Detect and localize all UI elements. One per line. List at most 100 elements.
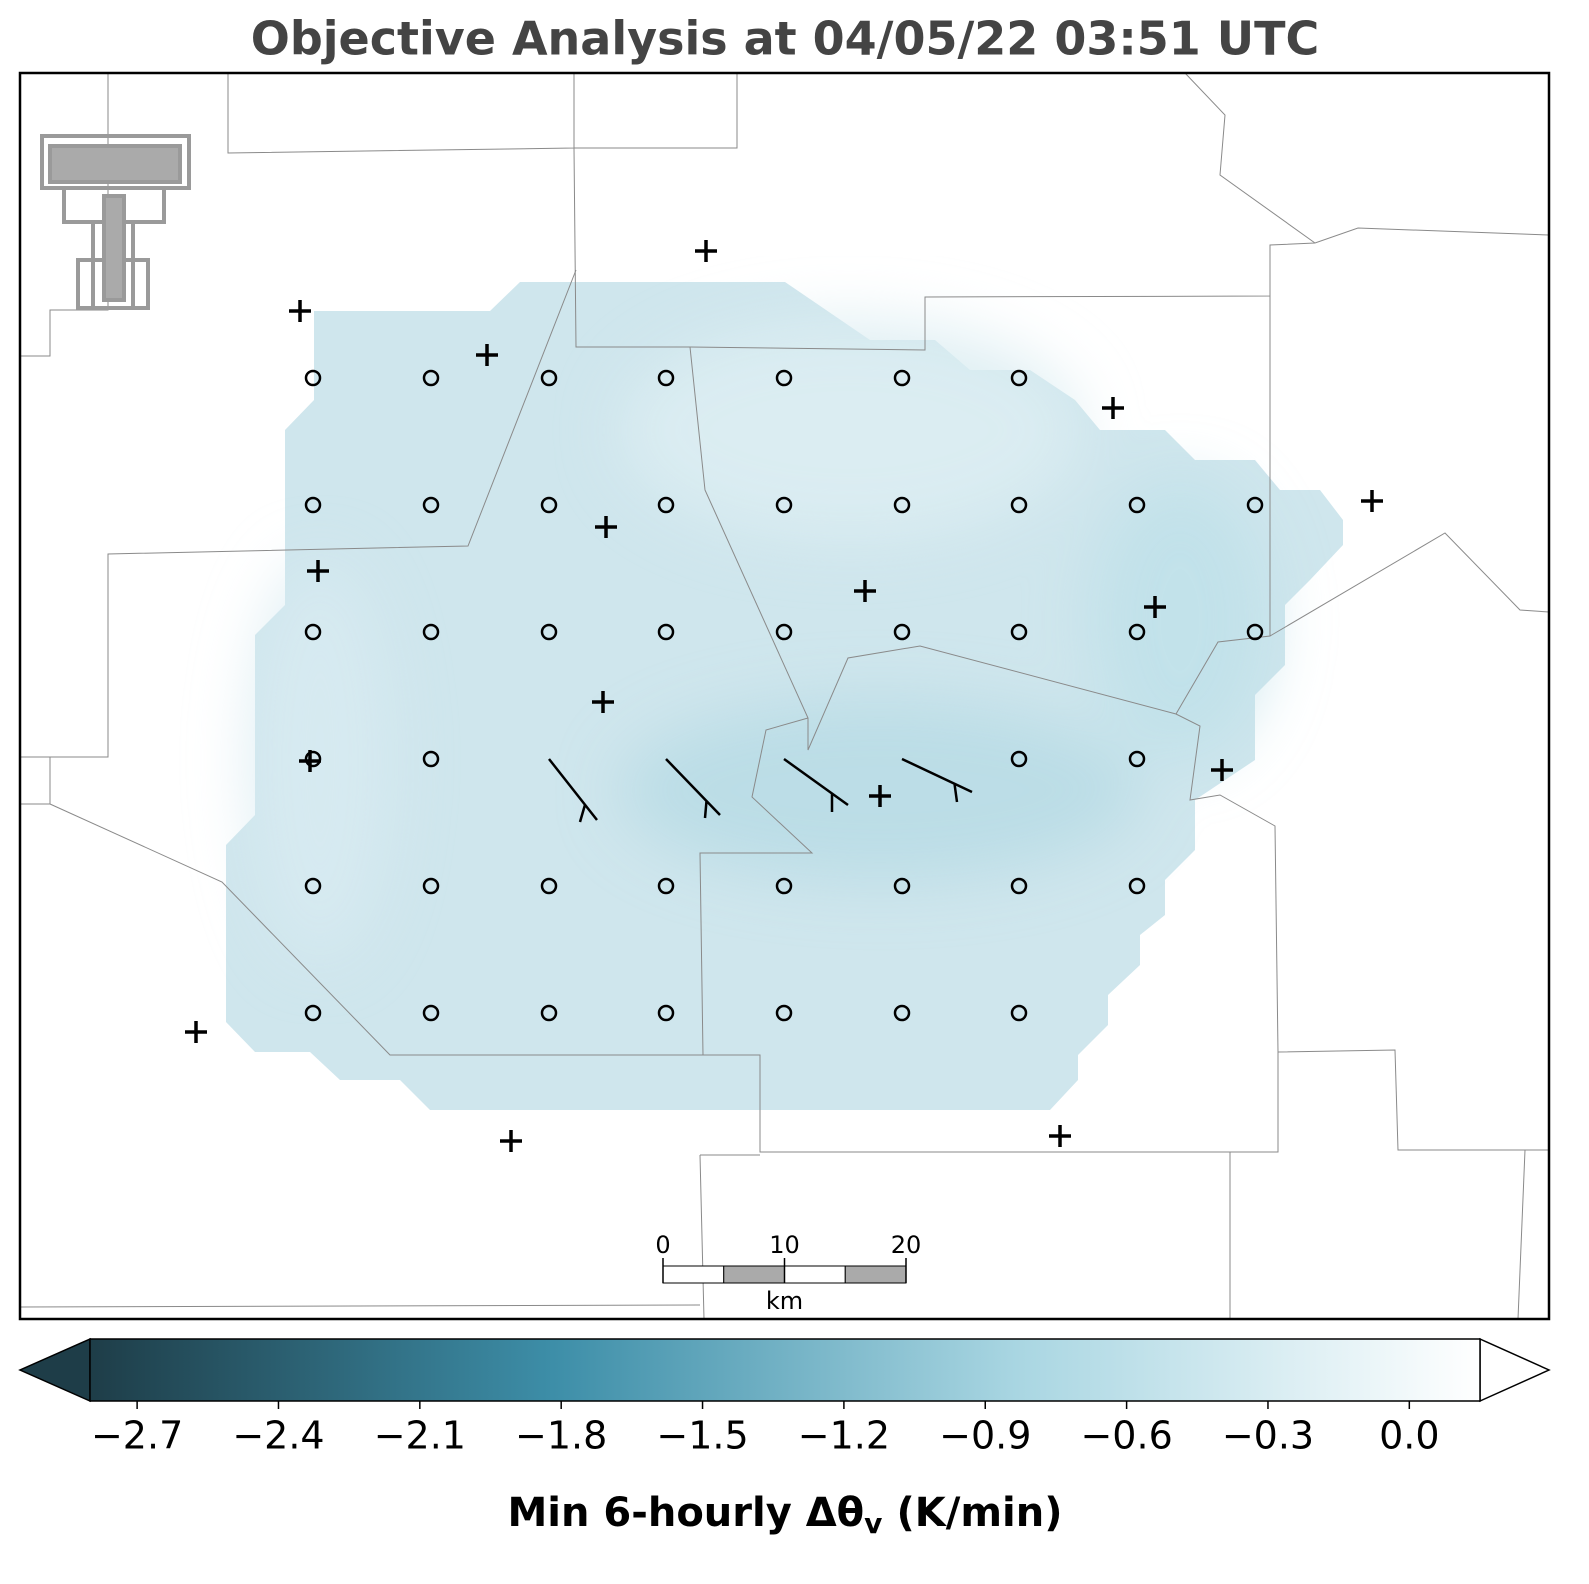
grid-point — [775, 1004, 793, 1022]
grid-point — [775, 623, 793, 641]
grid-point — [1010, 877, 1028, 895]
grid-point — [657, 623, 675, 641]
station — [869, 785, 891, 807]
colorbar-label-subscript: v — [864, 1507, 882, 1540]
grid-point — [657, 496, 675, 514]
grid-point — [422, 1004, 440, 1022]
colorbar-tick-label: −0.9 — [939, 1414, 1031, 1458]
station — [592, 691, 614, 713]
colorbar-tick-label: −2.7 — [91, 1414, 183, 1458]
grid-point — [1128, 623, 1146, 641]
station — [500, 1130, 522, 1152]
grid-point — [775, 369, 793, 387]
station — [854, 580, 876, 602]
grid-point — [1246, 496, 1264, 514]
grid-point — [422, 496, 440, 514]
grid-point — [304, 877, 322, 895]
station — [476, 344, 498, 366]
grid-point — [893, 369, 911, 387]
grid-point — [422, 623, 440, 641]
station — [1144, 596, 1166, 618]
station — [299, 750, 321, 772]
scale-segment — [784, 1265, 846, 1284]
county-lines — [20, 73, 1549, 1319]
colorbar-label-main: Min 6-hourly Δθ — [508, 1490, 865, 1536]
grid-point — [540, 369, 558, 387]
colorbar-extend-low — [18, 1337, 91, 1403]
colorbar-tick-label: −1.8 — [515, 1414, 607, 1458]
grid-point — [304, 496, 322, 514]
field-shading — [250, 320, 1270, 960]
grid-point — [775, 877, 793, 895]
station — [595, 516, 617, 538]
grid-point — [1246, 623, 1264, 641]
scale-segment — [844, 1265, 907, 1284]
grid-point — [304, 1004, 322, 1022]
grid-point — [1128, 750, 1146, 768]
wind-barb — [665, 758, 721, 819]
station — [1211, 759, 1233, 781]
station — [1361, 490, 1383, 512]
colorbar-tick-label: −1.5 — [656, 1414, 748, 1458]
grid-point — [657, 369, 675, 387]
colorbar-label-unit: (K/min) — [896, 1490, 1062, 1536]
station — [1102, 397, 1124, 419]
grid-point — [893, 877, 911, 895]
grid-point — [1128, 877, 1146, 895]
station — [1049, 1125, 1071, 1147]
wind-barb — [548, 758, 598, 823]
grid-point — [893, 1004, 911, 1022]
colorbar-tick-label: −2.4 — [232, 1414, 324, 1458]
grid-point — [540, 877, 558, 895]
map-area — [20, 73, 1549, 1319]
grid-point — [1128, 496, 1146, 514]
grid-point — [893, 496, 911, 514]
colorbar-tick-label: −1.2 — [798, 1414, 890, 1458]
colorbar-label: Min 6-hourly Δθv (K/min) — [508, 1490, 1063, 1540]
station-markers — [185, 240, 1383, 1152]
station — [695, 240, 717, 262]
colorbar: −2.7 −2.4 −2.1 −1.8 −1.5 −1.2 −0.9 −0.6 −0.3 0.0 — [18, 1337, 1551, 1458]
scale-segment — [662, 1265, 725, 1284]
grid-point — [893, 623, 911, 641]
scale-tick-label: 10 — [769, 1231, 800, 1259]
colorbar-tick-label: −0.6 — [1080, 1414, 1172, 1458]
grid-point — [540, 623, 558, 641]
grid-point — [1010, 1004, 1028, 1022]
scale-tick-label: 20 — [891, 1231, 922, 1259]
station — [307, 560, 329, 582]
grid-point — [775, 496, 793, 514]
grid-point — [1010, 496, 1028, 514]
station — [185, 1021, 207, 1043]
grid-point — [422, 877, 440, 895]
colorbar-tick-label: 0.0 — [1379, 1414, 1439, 1458]
grid-point — [422, 750, 440, 768]
grid-point — [657, 877, 675, 895]
station — [289, 300, 311, 322]
chart-title: Objective Analysis at 04/05/22 03:51 UTC — [251, 12, 1320, 66]
grid-point — [1010, 369, 1028, 387]
grid-point — [304, 750, 322, 768]
scale-tick-label: 0 — [655, 1231, 670, 1259]
grid-point — [304, 369, 322, 387]
scale-unit: km — [766, 1287, 803, 1315]
grid-point — [657, 1004, 675, 1022]
logo — [40, 134, 191, 310]
colorbar-extend-high — [1479, 1337, 1551, 1403]
colorbar-tick-label: −2.1 — [374, 1414, 466, 1458]
scale-segment — [723, 1265, 785, 1284]
scale-bar: 0 10 20 km — [655, 1231, 921, 1315]
wind-barb — [783, 757, 849, 812]
grid-point — [540, 496, 558, 514]
colorbar-body — [89, 1338, 1481, 1402]
wind-barb — [901, 757, 973, 803]
grid-point — [304, 623, 322, 641]
grid-point — [540, 1004, 558, 1022]
grid-point — [422, 369, 440, 387]
analysis-field — [226, 282, 1343, 1110]
map-frame — [18, 71, 1551, 1321]
grid-point — [1010, 750, 1028, 768]
grid-point — [1010, 623, 1028, 641]
colorbar-tick-label: −0.3 — [1222, 1414, 1314, 1458]
